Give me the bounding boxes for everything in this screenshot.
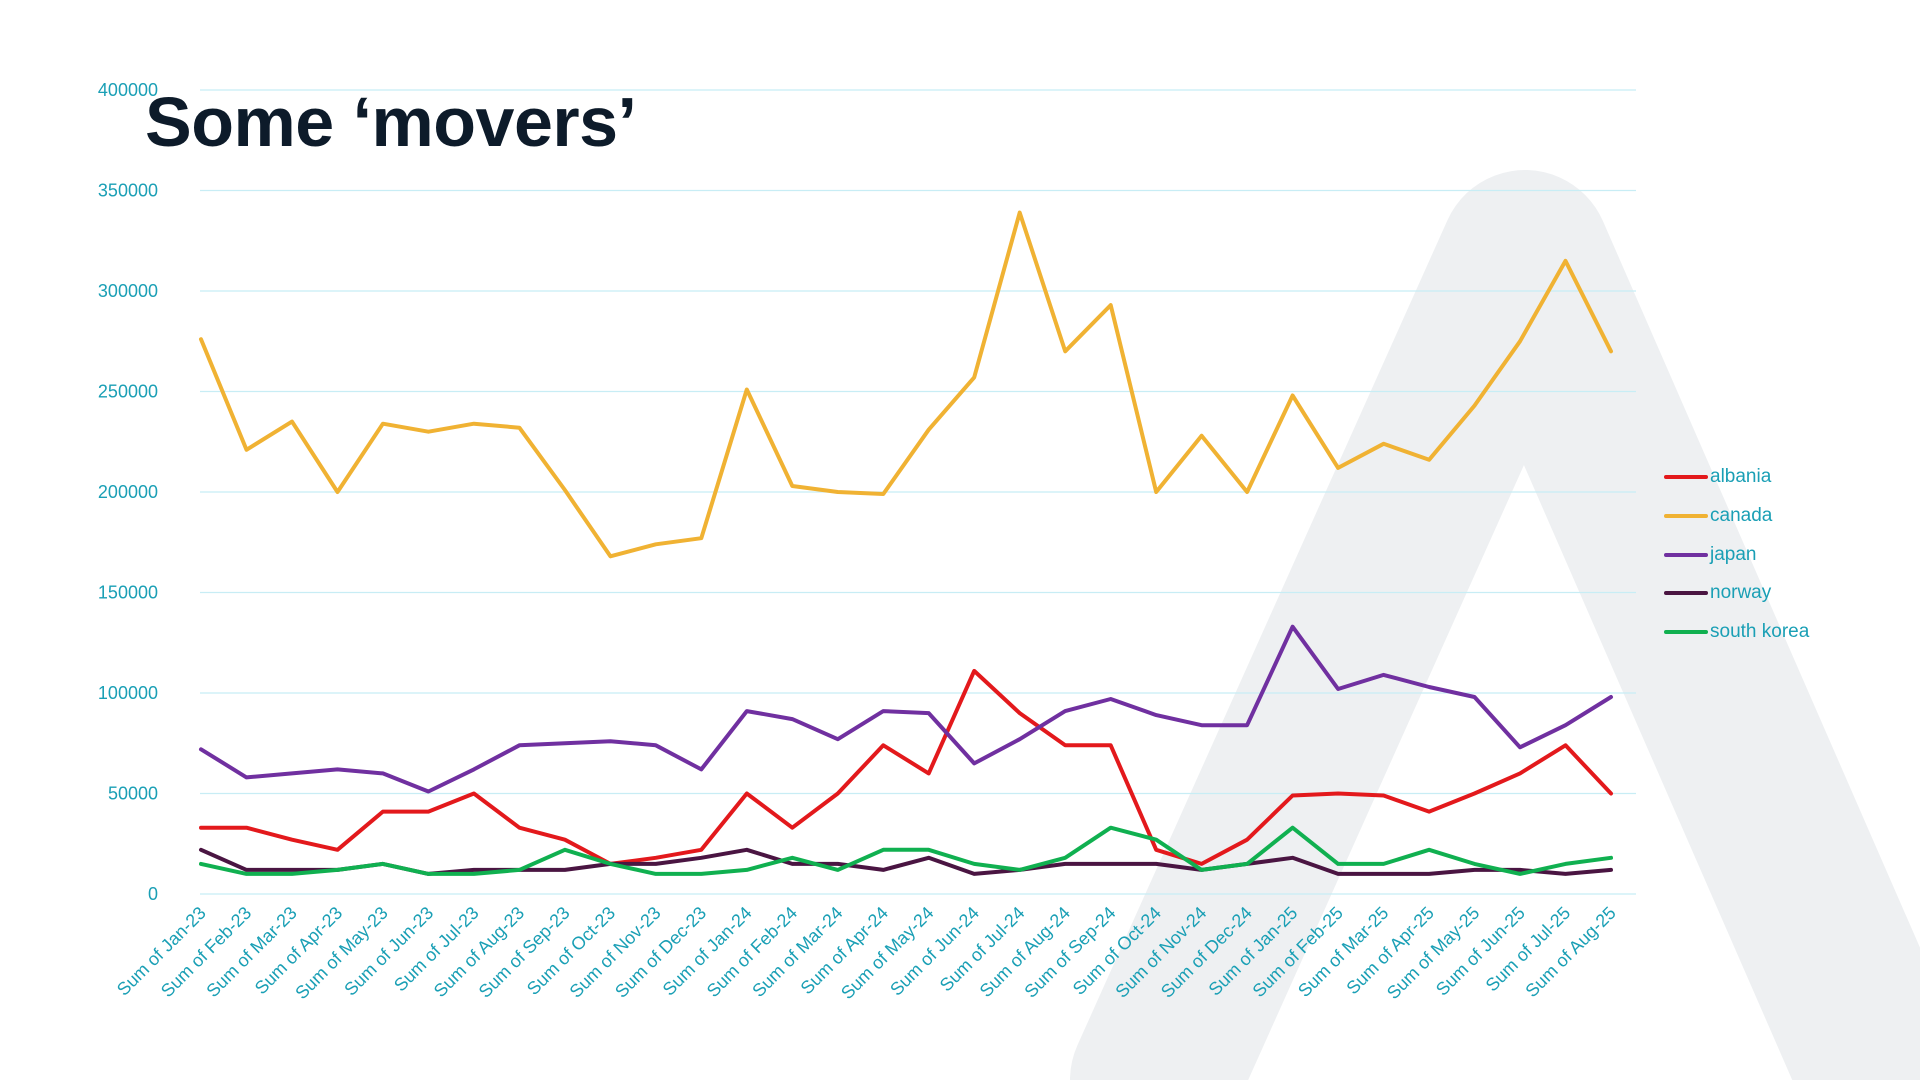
y-tick-label: 0 <box>148 884 158 904</box>
legend-label: norway <box>1710 582 1772 604</box>
legend-label: canada <box>1710 505 1773 527</box>
legend-item-norway: norway <box>1664 574 1809 613</box>
legend-item-canada: canada <box>1664 497 1809 536</box>
legend-item-south-korea: south korea <box>1664 613 1809 652</box>
legend-swatch <box>1664 475 1708 480</box>
series-line-canada <box>199 210 1613 559</box>
legend-label: japan <box>1710 543 1757 565</box>
y-axis-ticks: 0 50000 100000 150000 200000 250000 300000 3500… <box>98 80 158 904</box>
watermark-chevron <box>1070 170 1920 1080</box>
legend-swatch <box>1664 591 1708 596</box>
series-line-south-korea <box>199 825 1613 876</box>
y-tick-label: 200000 <box>98 482 158 502</box>
legend: albania canada japan norway south korea <box>1664 458 1809 651</box>
legend-swatch <box>1664 514 1708 519</box>
legend-swatch <box>1664 630 1708 635</box>
legend-item-japan: japan <box>1664 535 1809 574</box>
y-tick-label: 100000 <box>98 683 158 703</box>
y-tick-label: 50000 <box>108 784 158 804</box>
legend-label: south korea <box>1710 621 1810 643</box>
y-tick-label: 250000 <box>98 382 158 402</box>
series-line-japan <box>199 624 1613 794</box>
page-title: Some ‘movers’ <box>145 83 637 161</box>
y-tick-label: 350000 <box>98 181 158 201</box>
legend-swatch <box>1664 552 1708 557</box>
series-lines <box>199 210 1613 876</box>
y-tick-label: 400000 <box>98 80 158 100</box>
series-line-albania <box>199 668 1613 866</box>
y-tick-label: 300000 <box>98 281 158 301</box>
legend-label: albania <box>1710 466 1772 488</box>
grid-lines <box>200 89 1636 895</box>
legend-item-albania: albania <box>1664 458 1809 497</box>
y-tick-label: 150000 <box>98 583 158 603</box>
